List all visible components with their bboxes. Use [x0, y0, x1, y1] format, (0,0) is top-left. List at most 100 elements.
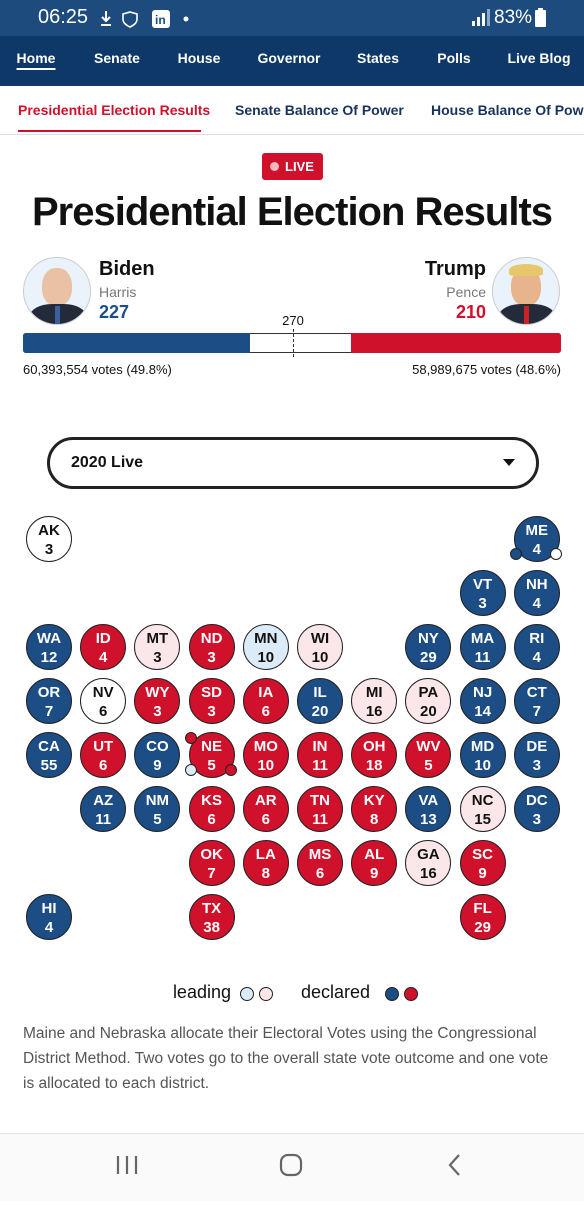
- state-tile[interactable]: NM 5: [134, 786, 181, 832]
- state-abbr: VT: [473, 576, 493, 593]
- state-abbr: NE: [201, 738, 223, 755]
- state-tile[interactable]: MO 10: [242, 732, 289, 778]
- state-tile[interactable]: KS 6: [188, 786, 235, 832]
- state-tile[interactable]: TN 11: [297, 786, 343, 832]
- state-abbr: ME: [525, 522, 549, 539]
- legend-label: declared: [301, 982, 371, 1002]
- sub-nav-item[interactable]: Presidential Election Results: [18, 102, 211, 118]
- sub-nav-item[interactable]: Senate Balance Of Power: [235, 102, 404, 118]
- nav-item[interactable]: Senate: [94, 50, 140, 66]
- recent-apps-button[interactable]: [116, 1156, 138, 1174]
- nav-item[interactable]: House: [177, 50, 221, 66]
- state-abbr: CO: [146, 738, 169, 755]
- state-tile[interactable]: IA 6: [242, 678, 289, 724]
- back-button[interactable]: [448, 1154, 460, 1176]
- nav-item[interactable]: Polls: [437, 50, 471, 66]
- state-ev: 9: [478, 865, 487, 882]
- state-abbr: UT: [93, 738, 114, 755]
- state-tile[interactable]: WA 12: [26, 624, 72, 670]
- state-tile[interactable]: PA 20: [405, 678, 452, 724]
- state-tile[interactable]: CT 7: [513, 678, 560, 724]
- state-ev: 7: [532, 703, 541, 720]
- year-dropdown[interactable]: 2020 Live: [47, 437, 539, 489]
- svg-text:in: in: [155, 13, 166, 27]
- dropdown-label: 2020 Live: [71, 454, 144, 471]
- dropdown-arrow: [503, 459, 515, 466]
- state-tile[interactable]: GA 16: [405, 840, 452, 886]
- candidate-name: Trump: [424, 258, 486, 280]
- state-ev: 6: [315, 865, 325, 882]
- state-abbr: VA: [418, 792, 439, 809]
- state-tile[interactable]: MA 11: [459, 624, 506, 670]
- state-tile[interactable]: UT 6: [80, 732, 127, 778]
- state-tile[interactable]: IL 20: [297, 678, 343, 724]
- state-tile[interactable]: MT 3: [134, 624, 181, 670]
- state-tile[interactable]: NH 4: [513, 570, 560, 616]
- state-tile[interactable]: HI 4: [26, 894, 72, 940]
- battery-level: 83%: [494, 7, 533, 28]
- state-tile[interactable]: DE 3: [513, 732, 560, 778]
- state-tile[interactable]: FL 29: [459, 894, 506, 940]
- state-tile[interactable]: LA 8: [242, 840, 289, 886]
- nav-item[interactable]: Live Blog: [507, 50, 571, 66]
- photo-tie: [524, 306, 529, 324]
- state-tile[interactable]: NY 29: [405, 624, 452, 670]
- legend-label: leading: [172, 982, 231, 1002]
- state-tile[interactable]: MD 10: [459, 732, 506, 778]
- state-tile[interactable]: RI 4: [513, 624, 560, 670]
- state-ev: 11: [312, 757, 328, 774]
- state-abbr: CA: [38, 738, 60, 755]
- nav-item[interactable]: Governor: [257, 50, 321, 66]
- state-tile[interactable]: DC 3: [513, 786, 560, 832]
- state-tile[interactable]: TX 38: [188, 894, 235, 940]
- state-tile[interactable]: OR 7: [26, 678, 72, 724]
- sub-nav-item[interactable]: House Balance Of Powe: [431, 102, 584, 118]
- candidate-photo: [492, 257, 560, 325]
- state-abbr: NC: [471, 792, 494, 809]
- bar-segment: [351, 333, 561, 353]
- state-tile[interactable]: AR 6: [242, 786, 289, 832]
- state-tile[interactable]: AL 9: [351, 840, 398, 886]
- state-tile[interactable]: AK 3: [26, 516, 72, 562]
- popular-votes: 58,989,675 votes (48.6%): [412, 362, 561, 377]
- state-tile[interactable]: NC 15: [459, 786, 506, 832]
- state-tile[interactable]: MI 16: [351, 678, 398, 724]
- state-tile[interactable]: NV 6: [80, 678, 127, 724]
- home-button[interactable]: [279, 1153, 303, 1177]
- state-abbr: KY: [363, 792, 385, 809]
- state-tile[interactable]: CA 55: [26, 732, 72, 778]
- state-tile[interactable]: SD 3: [188, 678, 235, 724]
- state-tile[interactable]: VA 13: [405, 786, 452, 832]
- state-tile[interactable]: VT 3: [459, 570, 506, 616]
- state-tile[interactable]: IN 11: [297, 732, 343, 778]
- state-abbr: WA: [36, 630, 62, 647]
- state-abbr: AK: [38, 522, 60, 539]
- state-ev: 11: [474, 649, 491, 666]
- state-tile[interactable]: ND 3: [188, 624, 235, 670]
- state-tile[interactable]: MN 10: [242, 624, 289, 670]
- state-tile[interactable]: WI 10: [297, 624, 343, 670]
- district-dot: [549, 548, 562, 560]
- state-ev: 13: [420, 811, 437, 828]
- state-tile[interactable]: WV 5: [405, 732, 452, 778]
- sub-nav: Presidential Election Results Senate Bala…: [0, 86, 584, 135]
- state-tile[interactable]: SC 9: [459, 840, 506, 886]
- state-ev: 6: [99, 757, 108, 774]
- candidate-photo: [23, 257, 91, 325]
- live-text: LIVE: [285, 159, 314, 174]
- state-tile[interactable]: ID 4: [80, 624, 127, 670]
- state-tile[interactable]: NJ 14: [459, 678, 506, 724]
- state-tile[interactable]: OK 7: [188, 840, 235, 886]
- state-abbr: SC: [472, 846, 494, 863]
- state-tile[interactable]: OH 18: [351, 732, 398, 778]
- state-tile[interactable]: KY 8: [351, 786, 398, 832]
- state-tile[interactable]: MS 6: [297, 840, 343, 886]
- nav-item[interactable]: Home: [16, 50, 56, 66]
- state-abbr: MI: [365, 684, 383, 701]
- nav-item[interactable]: States: [356, 50, 400, 66]
- threshold-line: [293, 329, 294, 357]
- state-tile[interactable]: CO 9: [134, 732, 181, 778]
- state-tile[interactable]: WY 3: [134, 678, 181, 724]
- state-tile[interactable]: AZ 11: [80, 786, 127, 832]
